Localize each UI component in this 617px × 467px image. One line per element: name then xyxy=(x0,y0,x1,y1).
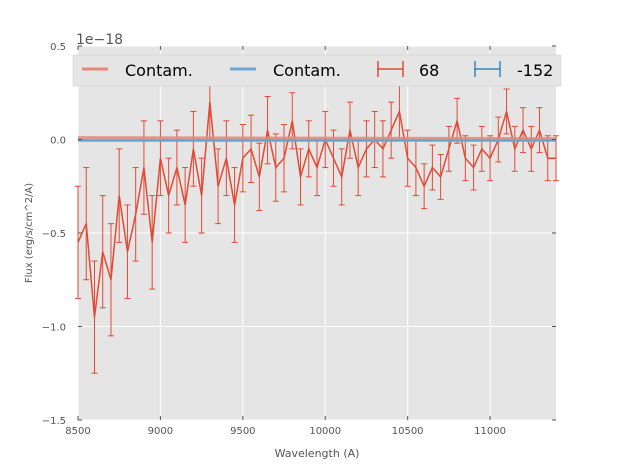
errorbar xyxy=(437,153,444,200)
errorbar xyxy=(429,144,436,191)
errorbar xyxy=(503,88,510,135)
y-tick-label: −1.5 xyxy=(42,416,66,427)
offset-label: 1e−18 xyxy=(76,32,123,48)
series-layer xyxy=(75,64,559,374)
errorbar xyxy=(190,110,197,187)
ticks: 8500 9000 9500 10000 10500 11000 0.5 0.0 −0.5 −1.… xyxy=(42,42,556,437)
errorbar xyxy=(511,125,518,172)
errorbar xyxy=(91,260,98,374)
errorbar xyxy=(478,125,485,172)
errorbar xyxy=(528,125,535,172)
errorbar xyxy=(338,148,345,206)
legend-label-contam-2: Contam. xyxy=(273,61,341,80)
errorbar xyxy=(454,97,461,144)
errorbar xyxy=(215,148,222,225)
errorbar xyxy=(231,167,238,243)
errorbar xyxy=(379,120,386,178)
errorbar xyxy=(520,107,527,154)
errorbar xyxy=(124,204,131,299)
errorbar xyxy=(305,120,312,178)
errorbar xyxy=(149,195,156,290)
errorbar xyxy=(173,129,180,206)
x-tick-label: 8500 xyxy=(65,426,90,437)
x-tick-label: 9000 xyxy=(148,426,173,437)
legend-errorbar-152-icon xyxy=(474,61,501,77)
y-tick-label: −1.0 xyxy=(42,323,66,334)
x-tick-label: 9500 xyxy=(230,426,255,437)
errorbar xyxy=(107,223,114,337)
errorbar xyxy=(281,124,288,193)
x-axis-label: Wavelength (A) xyxy=(275,447,360,460)
errorbar xyxy=(470,144,477,191)
y-axis-label: Flux (erg/s/cm^2/A) xyxy=(24,183,35,283)
errorbar xyxy=(157,120,164,197)
x-tick-label: 10500 xyxy=(392,426,424,437)
legend-label-minus-152: -152 xyxy=(517,61,553,80)
legend-label-68: 68 xyxy=(419,61,439,80)
legend: Contam. Contam. 68 -152 xyxy=(72,54,562,87)
errorbar xyxy=(264,95,271,165)
errorbar xyxy=(536,107,543,154)
errorbar xyxy=(544,135,551,182)
contam-line-1 xyxy=(77,136,557,141)
errorbar xyxy=(99,195,106,309)
x-tick-label: 10000 xyxy=(309,426,341,437)
errorbar xyxy=(116,148,123,243)
legend-label-contam-1: Contam. xyxy=(125,61,193,80)
errorbar xyxy=(487,135,494,182)
errorbar xyxy=(553,135,559,182)
errorbar xyxy=(165,157,172,234)
y-tick-label: 0.5 xyxy=(50,42,66,53)
errorbar xyxy=(223,120,230,197)
errorbar xyxy=(272,133,279,202)
errorbar xyxy=(248,114,255,184)
errorbar xyxy=(83,167,90,281)
errorbar xyxy=(256,142,263,212)
errorbar xyxy=(421,163,428,210)
y-tick-label: −0.5 xyxy=(42,229,66,240)
errorbar xyxy=(363,120,370,178)
errorbar xyxy=(462,135,469,182)
errorbar xyxy=(75,185,81,299)
errorbar xyxy=(346,101,353,159)
errorbar xyxy=(445,125,452,172)
errorbar xyxy=(132,167,139,262)
errorbar xyxy=(388,101,395,159)
y-tick-label: 0.0 xyxy=(50,136,66,147)
legend-errorbar-68-icon xyxy=(377,61,404,77)
errorbar xyxy=(182,167,189,243)
errorbar xyxy=(239,124,246,193)
errorbar xyxy=(198,157,205,234)
errorbar xyxy=(297,148,304,206)
x-tick-label: 11000 xyxy=(474,426,506,437)
